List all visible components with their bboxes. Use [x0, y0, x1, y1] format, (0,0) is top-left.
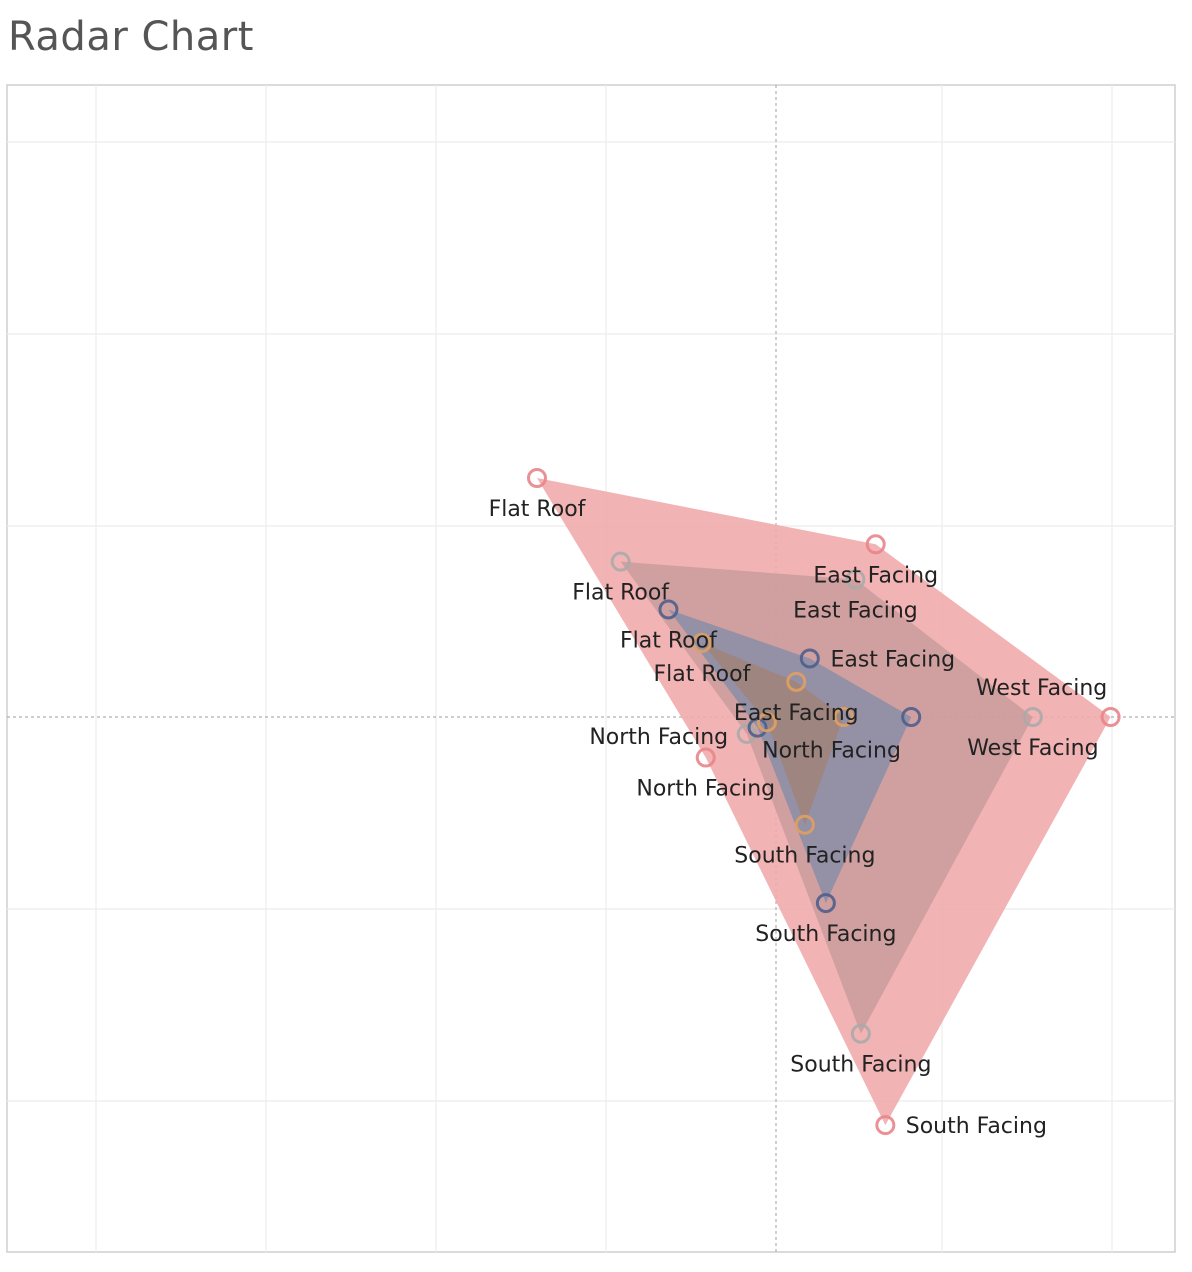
data-label: South Facing — [755, 922, 896, 947]
data-label: East Facing — [793, 598, 918, 623]
series-4-area — [701, 642, 844, 825]
data-point — [786, 671, 807, 692]
data-label: Flat Roof — [653, 662, 751, 687]
data-point — [794, 814, 815, 835]
data-point — [901, 707, 922, 727]
data-label: East Facing — [813, 563, 938, 588]
data-point — [658, 599, 679, 620]
data-label: South Facing — [790, 1053, 931, 1078]
data-label: North Facing — [636, 777, 775, 802]
data-point — [1022, 707, 1043, 727]
data-point — [610, 551, 631, 572]
data-point — [875, 1115, 896, 1136]
data-point — [845, 569, 866, 590]
data-label: East Facing — [734, 701, 859, 726]
data-point — [695, 747, 716, 768]
data-label: North Facing — [589, 725, 728, 750]
data-label: South Facing — [734, 844, 875, 869]
chart-title: Radar Chart — [8, 14, 254, 60]
data-label: West Facing — [976, 676, 1107, 701]
data-label: East Facing — [830, 647, 955, 672]
data-label: Flat Roof — [489, 497, 587, 522]
data-point — [799, 648, 820, 669]
data-point — [756, 712, 777, 733]
data-point — [691, 632, 712, 653]
data-point — [865, 534, 886, 555]
data-point — [833, 707, 854, 727]
data-label: West Facing — [967, 736, 1098, 761]
data-label: North Facing — [762, 739, 901, 764]
data-point — [1100, 707, 1121, 727]
data-point — [736, 723, 757, 744]
data-label: Flat Roof — [620, 628, 718, 653]
data-point — [526, 467, 547, 488]
data-point — [850, 1023, 871, 1044]
data-point — [815, 893, 836, 914]
data-label: South Facing — [906, 1114, 1047, 1139]
data-label: Flat Roof — [572, 581, 670, 606]
